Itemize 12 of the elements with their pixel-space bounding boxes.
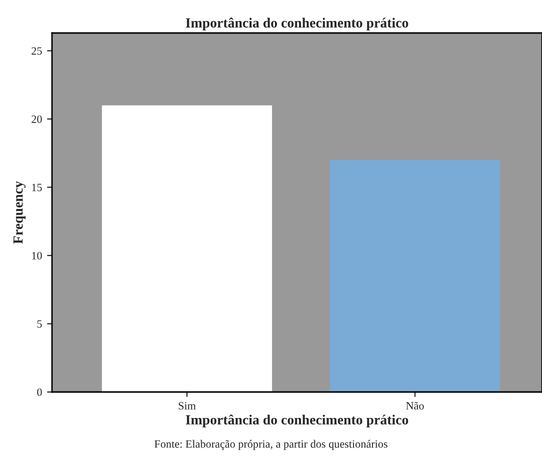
y-tick-label: 25 <box>32 47 42 55</box>
y-tick-label: 0 <box>37 388 42 396</box>
x-tick-label: Não <box>406 402 424 410</box>
y-tick-label: 10 <box>32 252 42 260</box>
y-tick-label: 20 <box>32 115 42 123</box>
y-tick-label: 5 <box>37 320 42 328</box>
y-tick-label: 15 <box>32 184 42 192</box>
x-axis-title: Importância do conhecimento prático <box>186 414 408 428</box>
y-axis-title: Frequency <box>14 181 26 244</box>
chart-title: Importância do conhecimento prático <box>186 18 408 30</box>
source-note: Fonte: Elaboração própria, a partir dos questionários <box>154 440 388 450</box>
x-tick-label: Sim <box>178 402 196 410</box>
